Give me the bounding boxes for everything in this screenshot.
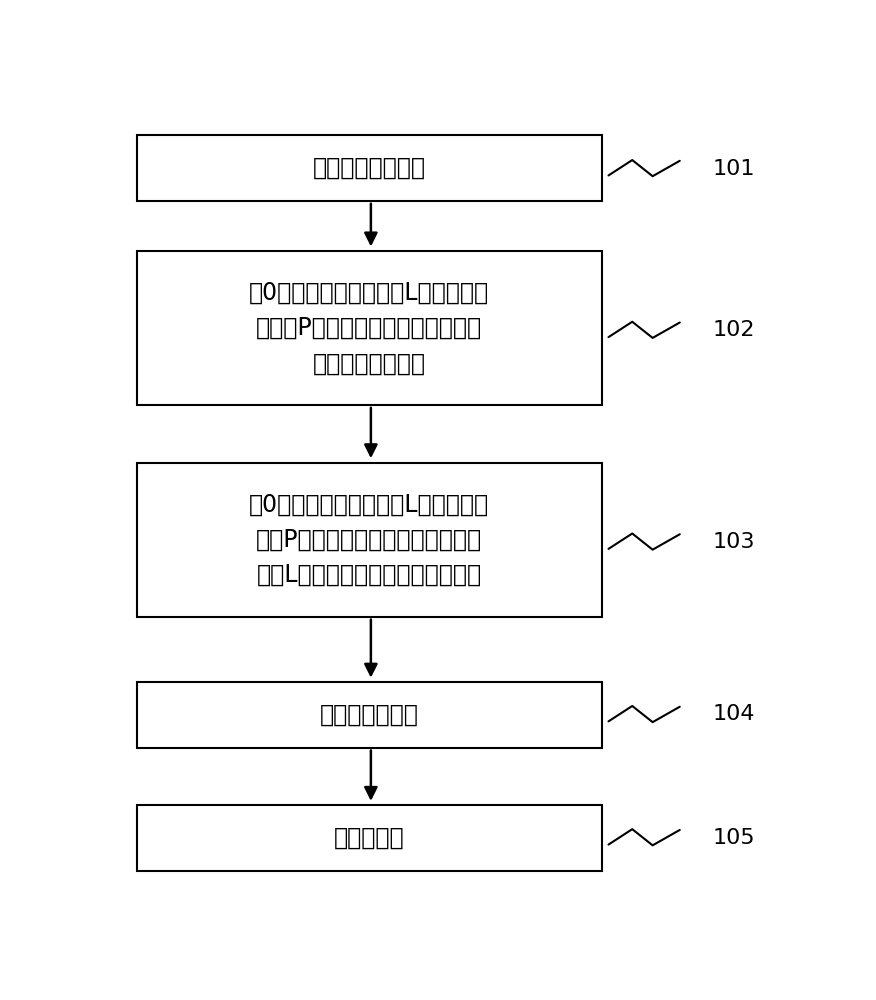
Text: 从版图中取出图形: 从版图中取出图形 <box>313 156 426 180</box>
Text: 103: 103 <box>713 532 755 552</box>
Bar <box>137 251 602 405</box>
Text: 102: 102 <box>713 320 755 340</box>
Bar <box>137 682 602 748</box>
Bar <box>137 463 602 617</box>
Text: 101: 101 <box>713 159 755 179</box>
Text: 去冗余处理: 去冗余处理 <box>334 826 405 850</box>
Text: 对线段进行转换: 对线段进行转换 <box>320 703 419 727</box>
Text: 以0宽度路径的中心线（L）的最后一
个点（P）作为查询区域，查询与之
相交的图形并处理: 以0宽度路径的中心线（L）的最后一 个点（P）作为查询区域，查询与之 相交的图形… <box>249 280 489 375</box>
Text: 105: 105 <box>713 828 755 848</box>
Text: 104: 104 <box>713 704 755 724</box>
Bar <box>137 805 602 871</box>
Bar <box>137 135 602 201</box>
Text: 以0宽度路径的中心线（L）的第一个
点（P）作为查询区域，并反转中心
线（L）查询与之相交的图形并处理: 以0宽度路径的中心线（L）的第一个 点（P）作为查询区域，并反转中心 线（L）查… <box>249 492 489 587</box>
